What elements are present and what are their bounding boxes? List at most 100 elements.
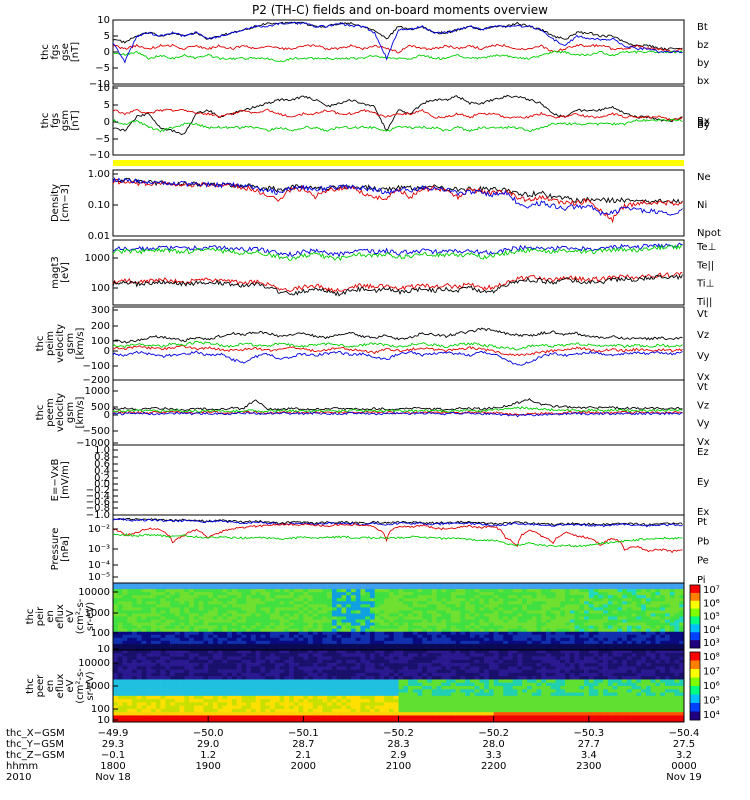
spectrogram-cell bbox=[388, 653, 395, 657]
spectrogram-cell bbox=[503, 682, 509, 687]
spectrogram-cell bbox=[227, 592, 233, 596]
spectrogram-cell bbox=[217, 663, 223, 667]
spectrogram-cell bbox=[408, 705, 414, 710]
spectrogram-cell bbox=[593, 598, 599, 602]
spectrogram-cell bbox=[517, 653, 523, 657]
spectrogram-cell bbox=[255, 650, 261, 654]
spectrogram-cell bbox=[360, 643, 366, 648]
spectrogram-cell bbox=[541, 705, 547, 710]
spectrogram-cell bbox=[151, 689, 157, 693]
spectrogram-cell bbox=[312, 613, 318, 617]
spectrogram-cell bbox=[541, 631, 547, 636]
spectrogram-cell bbox=[379, 592, 385, 596]
spectrogram-cell bbox=[626, 619, 632, 623]
spectrogram-cell bbox=[355, 583, 361, 587]
spectrogram-cell bbox=[441, 640, 447, 645]
spectrogram-cell bbox=[512, 595, 518, 599]
spectrogram-cell bbox=[236, 666, 242, 670]
spectrogram-cell bbox=[203, 619, 209, 623]
spectrogram-cell bbox=[484, 653, 490, 657]
spectrogram-cell bbox=[284, 628, 290, 633]
spectrogram-cell bbox=[441, 613, 447, 617]
spectrogram-cell bbox=[222, 718, 228, 723]
spectrogram-cell bbox=[274, 616, 280, 620]
spectrogram-cell bbox=[255, 712, 261, 716]
spectrogram-cell bbox=[455, 589, 461, 593]
spectrogram-cell bbox=[374, 676, 380, 680]
spectrogram-cell bbox=[612, 616, 618, 620]
spectrogram-cell bbox=[546, 682, 552, 687]
spectrogram-cell bbox=[298, 702, 304, 706]
spectrogram-cell bbox=[403, 586, 409, 590]
spectrogram-cell bbox=[203, 637, 209, 642]
spectrogram-cell bbox=[312, 679, 318, 684]
spectrogram-cell bbox=[317, 631, 323, 636]
spectrogram-cell bbox=[212, 672, 218, 677]
spectrogram-cell bbox=[189, 679, 195, 684]
spectrogram-cell bbox=[308, 598, 314, 602]
spectrogram-cell bbox=[398, 607, 404, 611]
spectrogram-cell bbox=[350, 595, 356, 599]
spectrogram-cell bbox=[284, 715, 290, 720]
spectrogram-cell bbox=[374, 650, 380, 654]
spectrogram-cell bbox=[113, 622, 119, 626]
spectrogram-cell bbox=[341, 692, 347, 697]
spectrogram-cell bbox=[512, 653, 518, 657]
spectrogram-cell bbox=[584, 643, 590, 648]
spectrogram-cell bbox=[284, 616, 290, 620]
spectrogram-cell bbox=[436, 622, 442, 626]
spectrogram-cell bbox=[412, 592, 418, 596]
spectrogram-cell bbox=[579, 589, 585, 593]
spectrogram-cell bbox=[346, 702, 352, 706]
spectrogram-cell bbox=[645, 622, 651, 626]
spectrogram-cell bbox=[460, 676, 466, 680]
spectrogram-cell bbox=[446, 583, 452, 587]
spectrogram-cell bbox=[412, 718, 418, 723]
spectrogram-cell bbox=[436, 692, 442, 697]
spectrogram-cell bbox=[208, 583, 214, 587]
spectrogram-cell bbox=[165, 653, 171, 657]
spectrogram-cell bbox=[151, 640, 157, 645]
spectrogram-cell bbox=[431, 625, 437, 629]
spectrogram-cell bbox=[403, 625, 409, 629]
spectrogram-cell bbox=[669, 616, 675, 620]
spectrogram-cell bbox=[246, 659, 252, 664]
spectrogram-cell bbox=[217, 653, 223, 657]
spectrogram-cell bbox=[141, 650, 147, 654]
spectrogram-cell bbox=[365, 586, 371, 590]
spectrogram-cell bbox=[279, 610, 285, 614]
spectrogram-cell bbox=[155, 613, 161, 617]
spectrogram-cell bbox=[636, 625, 642, 629]
spectrogram-cell bbox=[408, 659, 414, 664]
spectrogram-cell bbox=[184, 708, 190, 713]
spectrogram-cell bbox=[170, 659, 176, 664]
spectrogram-cell bbox=[379, 643, 385, 648]
spectrogram-cell bbox=[507, 699, 513, 703]
spectrogram-cell bbox=[493, 586, 499, 590]
spectrogram-cell bbox=[488, 653, 494, 657]
spectrogram-cell bbox=[546, 622, 552, 626]
spectrogram-cell bbox=[469, 622, 475, 626]
spectrogram-cell bbox=[322, 634, 328, 639]
spectrogram-cell bbox=[317, 640, 323, 645]
spectrogram-cell bbox=[189, 708, 195, 713]
spectrogram-cell bbox=[289, 682, 295, 687]
spectrogram-cell bbox=[308, 586, 314, 590]
spectrogram-cell bbox=[393, 708, 399, 713]
spectrogram-cell bbox=[441, 637, 447, 642]
spectrogram-cell bbox=[255, 686, 261, 690]
spectrogram-cell bbox=[174, 705, 180, 710]
spectrogram-cell bbox=[160, 640, 166, 645]
spectrogram-cell bbox=[270, 679, 276, 684]
spectrogram-cell bbox=[217, 583, 223, 587]
spectrogram-cell bbox=[312, 622, 318, 626]
spectrogram-cell bbox=[550, 589, 556, 593]
spectrogram-cell bbox=[498, 650, 504, 654]
spectrogram-cell bbox=[241, 718, 247, 723]
spectrogram-cell bbox=[136, 634, 142, 639]
spectrogram-cell bbox=[322, 663, 328, 667]
spectrogram-cell bbox=[260, 631, 266, 636]
spectrogram-cell bbox=[446, 656, 452, 661]
spectrogram-cell bbox=[117, 643, 123, 648]
spectrogram-cell bbox=[398, 702, 404, 706]
